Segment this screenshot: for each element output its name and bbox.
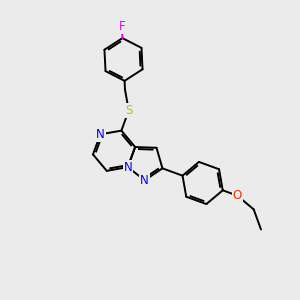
Text: F: F (118, 20, 125, 33)
Text: N: N (123, 160, 132, 174)
Text: S: S (125, 104, 132, 117)
Text: O: O (233, 189, 242, 202)
Text: N: N (96, 128, 105, 141)
Text: N: N (140, 174, 149, 187)
